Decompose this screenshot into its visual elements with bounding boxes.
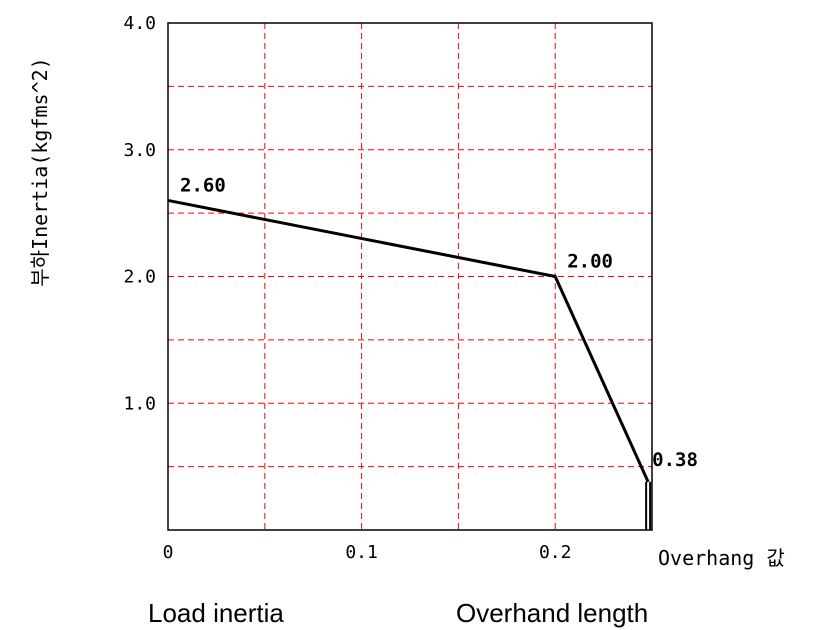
data-labels: 2.60 2.00 0.38 — [180, 174, 698, 470]
data-label: 2.60 — [180, 174, 226, 196]
y-axis-label: 부하Inertia(kgfms^2) — [28, 57, 52, 286]
y-tick-label: 2.0 — [123, 267, 156, 288]
x-tick-label: 0.1 — [345, 542, 378, 563]
grid — [168, 23, 652, 530]
y-tick-label: 4.0 — [123, 13, 156, 34]
data-label: 2.00 — [567, 251, 613, 273]
series-line — [167, 198, 650, 483]
y-tick-label: 3.0 — [123, 140, 156, 161]
caption-load-inertia: Load inertia — [148, 598, 284, 628]
data-label: 0.38 — [652, 449, 698, 471]
x-tick-label: 0.2 — [539, 542, 572, 563]
plot-border — [167, 22, 653, 531]
x-axis-label: Overhang 값 — [658, 546, 785, 570]
y-tick-label: 1.0 — [123, 393, 156, 414]
series — [167, 198, 652, 530]
x-tick-label: 0 — [163, 542, 174, 563]
caption-overhand-length: Overhand length — [456, 598, 649, 628]
tick-labels: 0 0.1 0.2 1.0 2.0 3.0 4.0 — [123, 13, 571, 563]
